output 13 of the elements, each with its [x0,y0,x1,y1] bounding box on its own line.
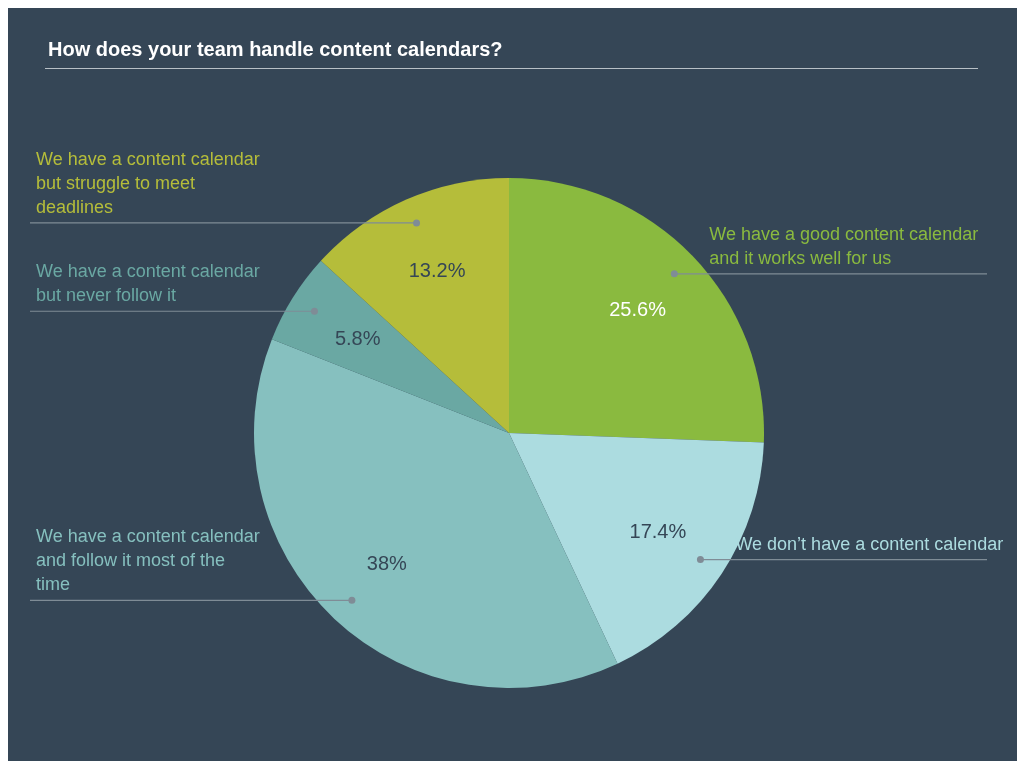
data-label: 17.4% [629,520,687,543]
chart-title: How does your team handle content calendars? [48,38,503,61]
data-label: 38% [366,552,408,575]
data-label: 25.6% [609,298,667,321]
data-label: 13.2% [408,258,466,281]
pie-slice [320,178,509,433]
pie-slice [509,433,764,664]
slice-label: We have a good content calendar and it works well for us [709,223,979,268]
slice-label: We have a content calendar but struggle to meet deadlines [36,148,260,217]
data-label: 5.8% [334,327,381,350]
slice-label: We have a content calendar and follow it most of the time [36,526,260,595]
slice-label: We have a content calendar but never follow it [36,261,260,306]
pie-slice [271,260,509,433]
